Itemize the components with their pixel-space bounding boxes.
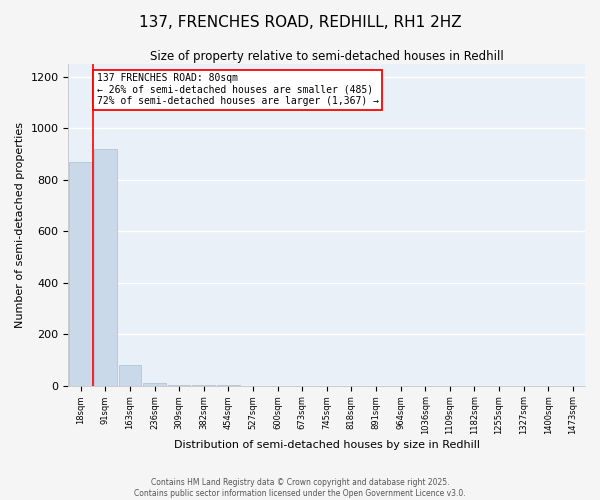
Text: Contains HM Land Registry data © Crown copyright and database right 2025.
Contai: Contains HM Land Registry data © Crown c…	[134, 478, 466, 498]
Text: 137, FRENCHES ROAD, REDHILL, RH1 2HZ: 137, FRENCHES ROAD, REDHILL, RH1 2HZ	[139, 15, 461, 30]
Title: Size of property relative to semi-detached houses in Redhill: Size of property relative to semi-detach…	[150, 50, 503, 63]
Y-axis label: Number of semi-detached properties: Number of semi-detached properties	[15, 122, 25, 328]
Bar	[168, 385, 190, 386]
Text: 137 FRENCHES ROAD: 80sqm
← 26% of semi-detached houses are smaller (485)
72% of : 137 FRENCHES ROAD: 80sqm ← 26% of semi-d…	[97, 73, 379, 106]
Bar	[143, 383, 166, 386]
X-axis label: Distribution of semi-detached houses by size in Redhill: Distribution of semi-detached houses by …	[174, 440, 480, 450]
Bar	[70, 162, 92, 386]
Bar	[94, 149, 116, 386]
Bar	[119, 365, 141, 386]
